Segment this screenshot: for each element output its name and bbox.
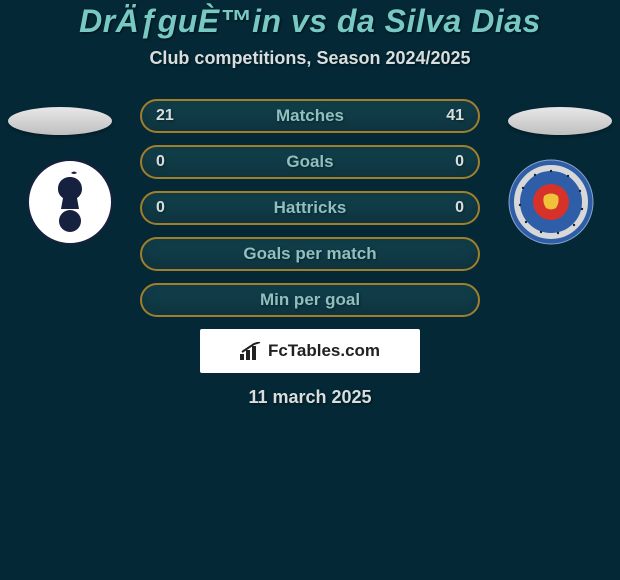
source-logo-text: FcTables.com: [268, 341, 380, 361]
chart-icon: [240, 342, 262, 360]
stat-label: Min per goal: [142, 290, 478, 310]
stat-row-min-per-goal: Min per goal: [140, 283, 480, 317]
stat-row-goals: 0 Goals 0: [140, 145, 480, 179]
left-team-crest: [27, 159, 113, 245]
stat-left-value: 21: [156, 107, 174, 125]
stat-right-value: 41: [446, 107, 464, 125]
stat-label: Hattricks: [142, 198, 478, 218]
infographic-container: DrÄƒguÈ™in vs da Silva Dias Club competi…: [0, 0, 620, 580]
stat-left-value: 0: [156, 153, 165, 171]
stat-label: Matches: [142, 106, 478, 126]
stats-area: 21 Matches 41 0 Goals 0 0 Hattricks 0 Go…: [0, 99, 620, 408]
right-team-crest: [508, 159, 594, 245]
stat-bars: 21 Matches 41 0 Goals 0 0 Hattricks 0 Go…: [140, 99, 480, 317]
right-country-flag: [508, 107, 612, 135]
source-logo-box: FcTables.com: [200, 329, 420, 373]
stat-row-goals-per-match: Goals per match: [140, 237, 480, 271]
left-country-flag: [8, 107, 112, 135]
date-text: 11 march 2025: [10, 387, 610, 408]
page-subtitle: Club competitions, Season 2024/2025: [0, 48, 620, 69]
page-title: DrÄƒguÈ™in vs da Silva Dias: [0, 3, 620, 40]
stat-right-value: 0: [455, 199, 464, 217]
stat-right-value: 0: [455, 153, 464, 171]
stat-row-matches: 21 Matches 41: [140, 99, 480, 133]
stat-left-value: 0: [156, 199, 165, 217]
stat-row-hattricks: 0 Hattricks 0: [140, 191, 480, 225]
stat-label: Goals per match: [142, 244, 478, 264]
stat-label: Goals: [142, 152, 478, 172]
